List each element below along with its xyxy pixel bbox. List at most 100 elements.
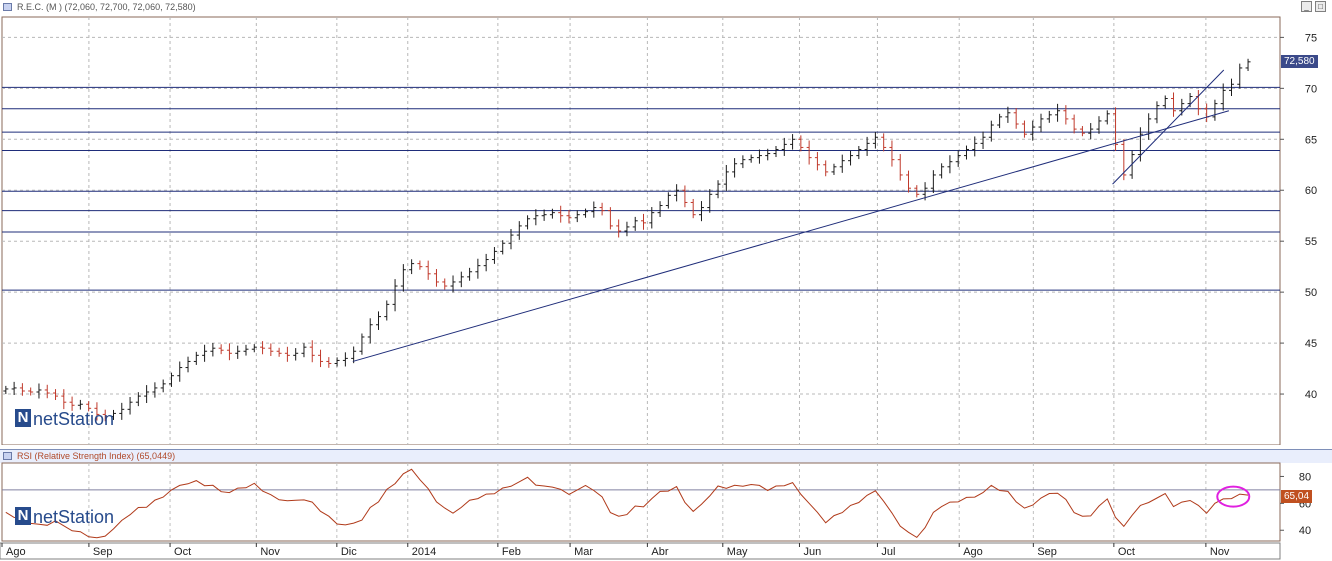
ohlc-bar (947, 155, 953, 174)
ohlc-bar (450, 275, 456, 293)
price-chart[interactable]: 40 45 50 55 60 65 70 75 (0, 15, 1332, 445)
ohlc-bar (732, 158, 738, 178)
ohlc-bar (980, 131, 986, 149)
ohlc-bar (641, 213, 647, 230)
ohlc-bar (591, 201, 597, 218)
ohlc-bar (533, 209, 539, 226)
ohlc-bar (814, 152, 820, 171)
x-tick-label: May (727, 546, 748, 558)
ohlc-bar (1121, 139, 1127, 181)
x-tick-label: Nov (1210, 546, 1230, 558)
rsi-last-value-label: 65,04 (1281, 490, 1313, 503)
x-tick-label: Dic (341, 546, 357, 558)
ohlc-bar (268, 343, 274, 357)
ohlc-bar (930, 170, 936, 193)
ohlc-bar (251, 344, 257, 353)
x-tick-label: Sep (1037, 546, 1057, 558)
y-tick-label: 45 (1305, 338, 1317, 350)
ohlc-bar (425, 260, 431, 280)
ohlc-bar (624, 221, 630, 237)
ohlc-bar (309, 340, 315, 363)
ohlc-bar (1096, 116, 1102, 134)
ohlc-bar (715, 180, 721, 199)
ohlc-bar (765, 148, 771, 161)
ohlc-bar (19, 383, 25, 396)
ohlc-bar (500, 240, 506, 255)
ohlc-bar (293, 348, 299, 361)
ohlc-bar (798, 135, 804, 152)
ohlc-bar (607, 207, 613, 230)
ohlc-bar (1104, 110, 1110, 125)
ohlc-bar (558, 205, 564, 223)
ohlc-bar (649, 207, 655, 229)
ohlc-bar (698, 201, 704, 222)
ohlc-bar (351, 346, 357, 364)
ohlc-bar (3, 385, 9, 395)
ohlc-bar (549, 208, 555, 219)
ohlc-bar (682, 185, 688, 208)
y-tick-label: 75 (1305, 32, 1317, 44)
ohlc-bar (1237, 63, 1243, 89)
ohlc-bar (28, 387, 34, 396)
ohlc-bar (77, 399, 83, 410)
ohlc-bar (260, 341, 266, 355)
ohlc-bar (773, 145, 779, 158)
ohlc-bar (997, 113, 1003, 129)
ohlc-bar (665, 192, 671, 209)
window-menu-icon[interactable] (3, 3, 12, 11)
ohlc-bar (400, 264, 406, 292)
ohlc-bar (433, 269, 439, 287)
ohlc-bar (1162, 95, 1168, 109)
restore-button[interactable]: □ (1315, 1, 1326, 12)
ohlc-bar (392, 279, 398, 312)
ohlc-bar (1079, 126, 1085, 137)
ohlc-bar (914, 185, 920, 198)
logo-text: netStation (33, 409, 115, 429)
last-price-label: 72,580 (1281, 55, 1318, 69)
rsi-line (5, 468, 1249, 539)
ohlc-bar (119, 402, 125, 420)
ohlc-bar (177, 361, 183, 382)
ohlc-bar (748, 154, 754, 163)
ohlc-bar (1088, 123, 1094, 140)
ohlc-bar (906, 170, 912, 193)
ohlc-bar (483, 253, 489, 272)
ohlc-bar (86, 401, 92, 412)
y-tick-label: 55 (1305, 236, 1317, 248)
y-tick-label: 50 (1305, 287, 1317, 299)
ohlc-bar (889, 140, 895, 167)
plot-frame (1, 16, 1281, 445)
y-tick-label: 40 (1305, 389, 1317, 401)
ohlc-bar (1013, 108, 1019, 129)
ohlc-bar (318, 349, 324, 368)
main-pane-title-bar: R.E.C. (M ) (72,060, 72,700, 72,060, 72,… (0, 0, 1332, 14)
rsi-y-tick-label: 80 (1299, 471, 1311, 483)
ohlc-bar (359, 333, 365, 355)
ohlc-bar (276, 347, 282, 357)
ohlc-bar (53, 389, 59, 400)
ohlc-bar (94, 402, 100, 421)
ohlc-bar (202, 344, 208, 362)
ohlc-bar (475, 258, 481, 279)
rsi-window-menu-icon[interactable] (3, 452, 12, 460)
ohlc-bar (988, 120, 994, 142)
rsi-y-tick-label: 40 (1299, 525, 1311, 537)
ohlc-bar (1030, 120, 1036, 141)
x-tick-label: Jun (803, 546, 821, 558)
ohlc-bar (1154, 101, 1160, 124)
ohlc-bar (144, 385, 150, 403)
ohlc-bar (409, 259, 415, 275)
ohlc-bar (36, 383, 42, 399)
y-tick-label: 65 (1305, 134, 1317, 146)
minimize-button[interactable]: _ (1301, 1, 1312, 12)
ohlc-bar (218, 344, 224, 355)
ohlc-bar (848, 150, 854, 166)
ohlc-bar (160, 379, 166, 393)
rsi-highlight-ellipse (1216, 485, 1251, 508)
ohlc-bar (375, 311, 381, 330)
ohlc-bar (583, 208, 589, 218)
trendline (1112, 69, 1225, 185)
y-tick-label: 70 (1305, 83, 1317, 95)
